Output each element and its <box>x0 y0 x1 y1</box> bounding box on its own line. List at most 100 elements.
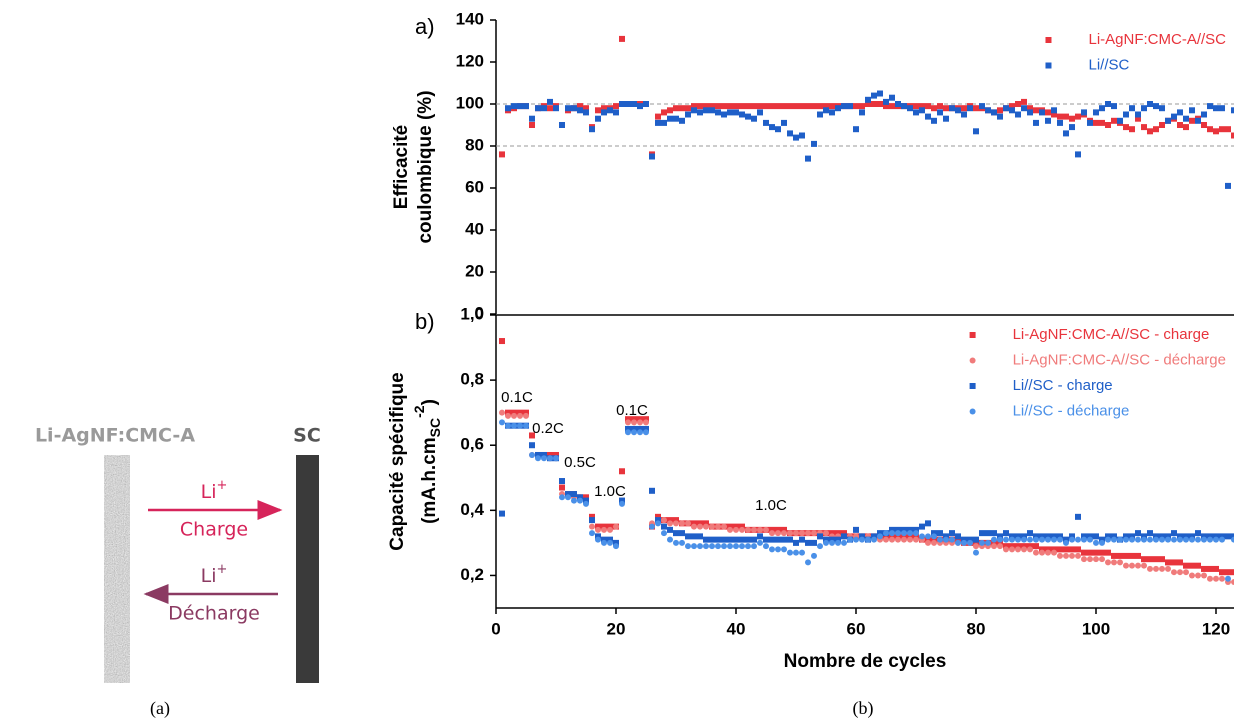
point <box>541 455 547 462</box>
point <box>757 103 763 110</box>
point <box>1039 533 1045 540</box>
point <box>607 526 613 533</box>
point <box>1195 117 1201 124</box>
point <box>685 543 691 550</box>
point <box>763 526 769 533</box>
point <box>1027 536 1033 543</box>
point <box>1033 107 1039 114</box>
point <box>769 526 775 533</box>
arrow-label: Décharge <box>168 603 260 625</box>
point <box>1069 552 1075 559</box>
point <box>661 119 667 126</box>
point <box>1147 530 1153 537</box>
x-tick-label: 40 <box>727 619 746 638</box>
point <box>1213 533 1219 540</box>
point <box>721 103 727 110</box>
point <box>1069 115 1075 122</box>
point <box>889 530 895 537</box>
point <box>1093 556 1099 563</box>
point <box>1081 556 1087 563</box>
point <box>1147 556 1153 563</box>
point <box>1201 572 1207 579</box>
point <box>607 523 613 530</box>
point <box>1129 536 1135 543</box>
point <box>1231 536 1234 543</box>
point <box>1189 117 1195 124</box>
point <box>931 539 937 546</box>
point <box>793 549 799 556</box>
point <box>751 115 757 122</box>
point <box>571 491 577 498</box>
point <box>799 103 805 110</box>
point <box>973 105 979 112</box>
y-tick-label: 0,4 <box>460 500 484 519</box>
point <box>979 539 985 546</box>
ion: Li <box>201 565 217 587</box>
point <box>955 107 961 114</box>
point <box>823 536 829 543</box>
point <box>985 530 991 537</box>
point <box>595 115 601 122</box>
point <box>883 536 889 543</box>
point <box>961 539 967 546</box>
point <box>1135 562 1141 569</box>
annotation: 0.5C <box>564 454 596 471</box>
point <box>631 101 637 107</box>
point <box>715 109 721 116</box>
point <box>1213 105 1219 112</box>
point <box>571 105 577 112</box>
point <box>1075 546 1081 553</box>
point <box>967 105 973 112</box>
point <box>847 536 853 543</box>
point <box>523 422 529 429</box>
point <box>529 442 535 449</box>
point <box>1231 533 1234 540</box>
point <box>1099 119 1105 126</box>
point <box>595 526 601 533</box>
point <box>1039 109 1045 116</box>
point <box>829 539 835 546</box>
point <box>781 546 787 553</box>
point <box>775 546 781 553</box>
point <box>799 549 805 556</box>
point <box>817 103 823 110</box>
point <box>1105 101 1111 107</box>
point <box>739 526 745 533</box>
point <box>565 105 571 112</box>
point <box>967 536 973 543</box>
point <box>637 429 643 436</box>
point <box>721 543 727 550</box>
point <box>673 539 679 546</box>
point <box>1219 105 1225 112</box>
point <box>1087 556 1093 563</box>
point <box>529 432 535 439</box>
point <box>1183 115 1189 122</box>
point <box>589 530 595 537</box>
point <box>829 109 835 116</box>
point <box>889 103 895 110</box>
point <box>1153 556 1159 563</box>
point <box>781 530 787 537</box>
ion: Li <box>201 481 217 503</box>
point <box>865 96 871 103</box>
point <box>703 543 709 550</box>
point <box>1063 130 1069 137</box>
point <box>1075 552 1081 559</box>
point <box>1021 536 1027 543</box>
point <box>1123 552 1129 559</box>
point <box>1069 546 1075 553</box>
point <box>1129 533 1135 540</box>
point <box>973 539 979 546</box>
point <box>1177 109 1183 116</box>
x-tick-label: 60 <box>847 619 866 638</box>
point <box>1057 119 1063 126</box>
point <box>715 543 721 550</box>
point <box>1195 572 1201 579</box>
point <box>1111 559 1117 566</box>
point <box>937 530 943 537</box>
point <box>1039 536 1045 543</box>
point <box>925 533 931 540</box>
point <box>697 543 703 550</box>
point <box>1045 117 1051 124</box>
point <box>739 523 745 530</box>
